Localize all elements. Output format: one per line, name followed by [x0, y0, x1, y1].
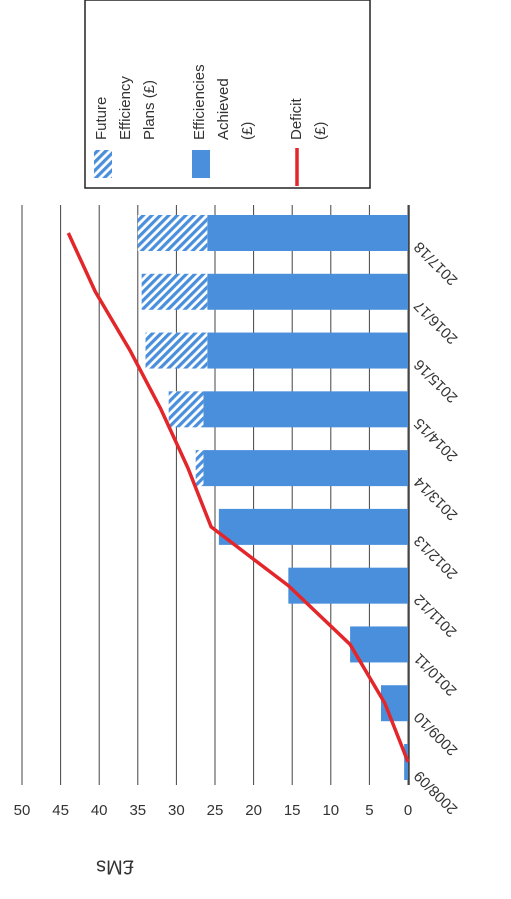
bar [288, 567, 408, 604]
bar [203, 450, 408, 487]
bar [207, 332, 408, 369]
y-tick-label: 15 [284, 802, 301, 819]
y-tick-label: 20 [245, 802, 262, 819]
legend-box [84, 0, 371, 189]
x-tick-label: 2013/14 [411, 473, 461, 523]
y-tick-label: 0 [404, 802, 412, 819]
bar [350, 626, 408, 663]
x-tick-label: 2011/12 [411, 591, 461, 641]
bar [168, 391, 204, 428]
y-tick-label: 40 [91, 802, 108, 819]
bar [218, 508, 408, 545]
legend-label: Efficiencies Achieved (£) [191, 64, 256, 140]
bar [203, 391, 408, 428]
bar [207, 215, 408, 251]
line [66, 232, 410, 763]
y-tick-label: 30 [168, 802, 185, 819]
y-tick-label: 25 [207, 802, 224, 819]
x-tick-label: 2010/11 [411, 650, 461, 700]
x-tick-label: 2014/15 [411, 415, 461, 465]
x-tick-label: 2008/09 [411, 767, 461, 817]
bar [404, 744, 408, 780]
y-axis-label: £Ms [96, 856, 134, 878]
x-tick-label: 2009/10 [411, 708, 461, 758]
legend-label: Deficit (£) [288, 97, 329, 140]
x-tick-label: 2017/18 [411, 238, 461, 288]
legend-swatch [192, 150, 210, 178]
bar [141, 273, 208, 310]
x-tick-label: 2012/13 [411, 532, 461, 582]
y-tick-label: 50 [14, 802, 31, 819]
y-tick-label: 5 [365, 802, 373, 819]
y-tick-label: 45 [52, 802, 69, 819]
x-tick-label: 2016/17 [411, 297, 461, 347]
legend-swatch [94, 150, 112, 178]
y-tick-label: 10 [322, 802, 339, 819]
bar [207, 273, 408, 310]
y-tick-label: 35 [129, 802, 146, 819]
bar [195, 450, 204, 487]
x-tick-label: 2015/16 [411, 356, 461, 406]
legend-label: Future Efficiency Plans (£) [93, 76, 158, 140]
bar [145, 332, 208, 369]
bar [137, 215, 208, 251]
